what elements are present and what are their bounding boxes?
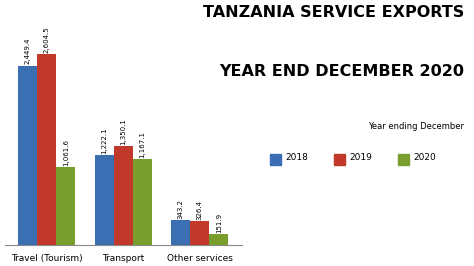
- Text: 326.4: 326.4: [197, 200, 203, 220]
- Bar: [56, 167, 75, 245]
- Text: 151.9: 151.9: [216, 212, 222, 232]
- Bar: [95, 155, 114, 245]
- Text: Year ending December: Year ending December: [368, 122, 465, 131]
- Text: 1,061.6: 1,061.6: [63, 139, 69, 166]
- Bar: [114, 146, 133, 245]
- Text: 1,222.1: 1,222.1: [101, 128, 107, 154]
- Bar: [190, 221, 209, 245]
- Bar: [171, 220, 190, 245]
- Text: 2019: 2019: [349, 153, 372, 162]
- Bar: [18, 65, 37, 245]
- Bar: [209, 234, 228, 245]
- Text: 1,350.1: 1,350.1: [120, 118, 126, 145]
- Text: 2,449.4: 2,449.4: [25, 38, 31, 64]
- Bar: [133, 159, 152, 245]
- Bar: [37, 54, 56, 245]
- Text: 2018: 2018: [285, 153, 308, 162]
- Text: 2020: 2020: [413, 153, 436, 162]
- Text: 2,604.5: 2,604.5: [44, 27, 50, 53]
- Text: 343.2: 343.2: [178, 198, 183, 218]
- Text: 1,167.1: 1,167.1: [139, 131, 146, 158]
- Text: YEAR END DECEMBER 2020: YEAR END DECEMBER 2020: [219, 64, 465, 79]
- Text: TANZANIA SERVICE EXPORTS: TANZANIA SERVICE EXPORTS: [203, 5, 465, 20]
